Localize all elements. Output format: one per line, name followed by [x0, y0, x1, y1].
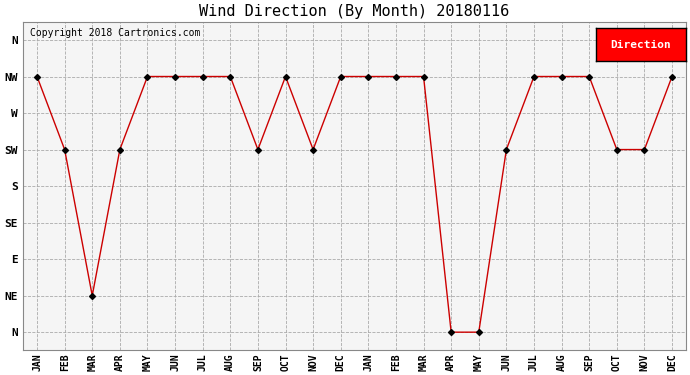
Title: Wind Direction (By Month) 20180116: Wind Direction (By Month) 20180116	[199, 4, 510, 19]
Text: Copyright 2018 Cartronics.com: Copyright 2018 Cartronics.com	[30, 28, 200, 38]
